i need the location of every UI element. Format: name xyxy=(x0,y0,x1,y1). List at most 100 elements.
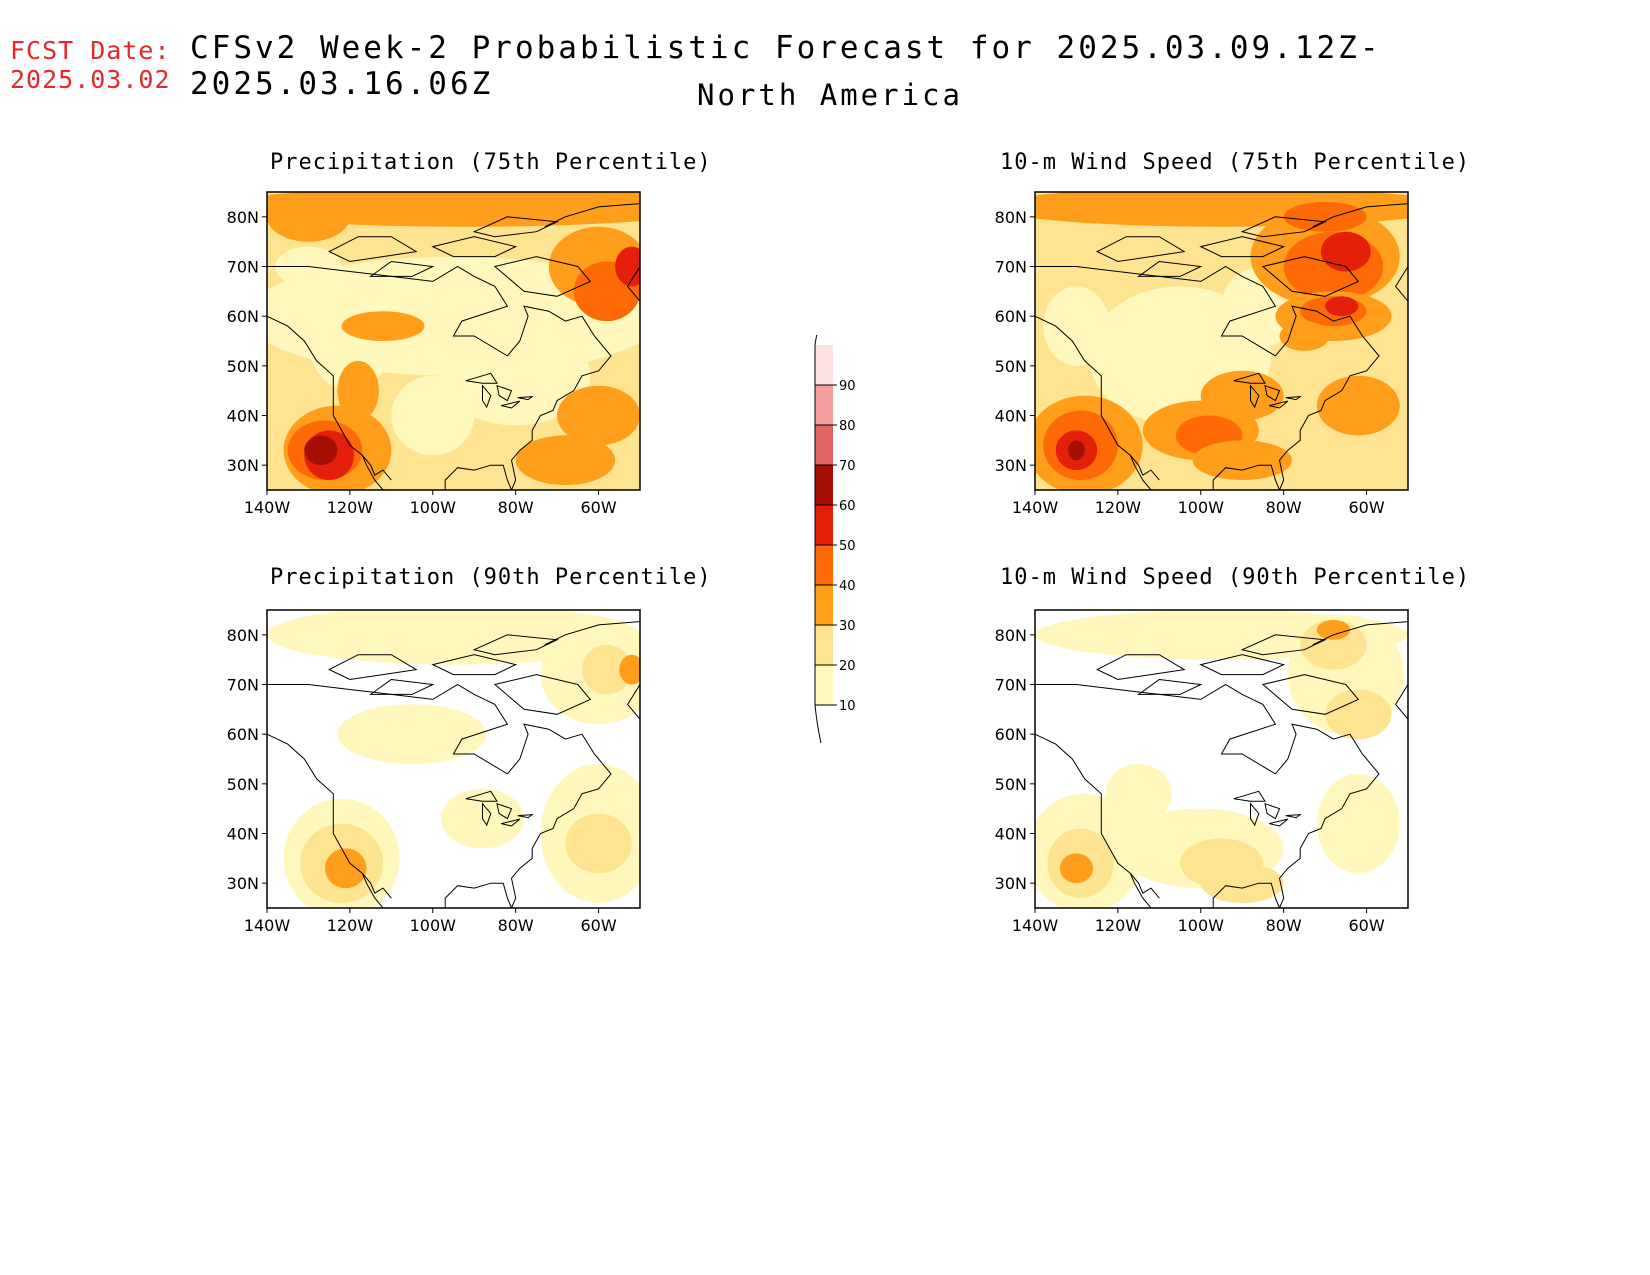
lat-tick-label: 80N xyxy=(995,208,1027,227)
probability-contour xyxy=(565,813,632,874)
coastline-west xyxy=(1035,733,1160,899)
probability-contour xyxy=(1320,231,1371,272)
colorbar-label: 80 xyxy=(839,419,856,434)
lat-tick-label: 50N xyxy=(227,357,259,376)
great-lake xyxy=(1233,790,1266,802)
probability-contour xyxy=(1068,440,1085,461)
colorbar-segment xyxy=(815,625,833,665)
colorbar-segment xyxy=(815,425,833,465)
lon-tick-label: 140W xyxy=(244,498,291,517)
panel-title-wind-90: 10-m Wind Speed (90th Percentile) xyxy=(1000,565,1471,590)
great-lake xyxy=(482,384,492,409)
lat-tick-label: 50N xyxy=(227,775,259,794)
lat-tick-label: 70N xyxy=(227,676,259,695)
page-title: CFSv2 Week-2 Probabilistic Forecast for … xyxy=(190,30,1382,102)
lat-tick-label: 70N xyxy=(995,258,1027,277)
great-lake xyxy=(496,802,513,820)
fcst-date: 2025.03.02 xyxy=(10,65,171,94)
arctic-island xyxy=(1199,654,1286,676)
arctic-island xyxy=(1137,260,1203,277)
great-lake xyxy=(482,802,492,827)
colorbar-upper-edge xyxy=(814,335,818,346)
lat-tick-label: 70N xyxy=(995,676,1027,695)
great-lake xyxy=(1233,372,1266,384)
arctic-island xyxy=(493,256,592,297)
coastline-west xyxy=(1035,315,1160,481)
great-lake xyxy=(501,400,521,409)
lon-tick-label: 140W xyxy=(1012,916,1059,935)
lon-tick-label: 120W xyxy=(1095,498,1142,517)
lon-tick-label: 100W xyxy=(410,916,457,935)
panel-title-wind-75: 10-m Wind Speed (75th Percentile) xyxy=(1000,150,1471,175)
lon-tick-label: 100W xyxy=(410,498,457,517)
map-frame xyxy=(1034,609,1409,909)
lat-tick-label: 50N xyxy=(995,775,1027,794)
lat-tick-label: 80N xyxy=(995,626,1027,645)
arctic-island xyxy=(472,634,559,656)
arctic-island xyxy=(328,236,418,263)
lat-tick-label: 80N xyxy=(227,208,259,227)
probability-contour xyxy=(391,375,475,456)
arctic-island xyxy=(431,654,518,676)
colorbar-label: 70 xyxy=(839,459,856,474)
lon-tick-label: 80W xyxy=(498,498,534,517)
lon-tick-label: 120W xyxy=(1095,916,1142,935)
contour-fill-layer xyxy=(267,192,640,490)
coastline-baja xyxy=(1129,873,1152,908)
region-subtitle: North America xyxy=(697,78,963,112)
arctic-island xyxy=(1137,678,1203,695)
lon-tick-label: 100W xyxy=(1178,498,1225,517)
coastline-layer xyxy=(1035,621,1408,908)
map-frame xyxy=(266,191,641,491)
lat-tick-label: 50N xyxy=(995,357,1027,376)
probability-contour xyxy=(267,192,640,227)
coastline-greenland xyxy=(544,621,640,721)
colorbar-label: 20 xyxy=(839,659,856,674)
coastline-layer xyxy=(267,203,640,490)
colorbar-segment xyxy=(815,345,833,385)
lon-tick-label: 120W xyxy=(327,498,374,517)
great-lake xyxy=(1264,802,1281,820)
probability-contour xyxy=(1325,689,1392,740)
arctic-island xyxy=(1240,634,1327,656)
arctic-island xyxy=(1261,674,1360,715)
lat-tick-label: 30N xyxy=(995,874,1027,893)
coastline-baja xyxy=(361,455,384,490)
map-frame xyxy=(1034,191,1409,491)
lon-tick-label: 80W xyxy=(1266,498,1302,517)
great-lake xyxy=(517,813,534,819)
great-lake xyxy=(501,818,521,827)
arctic-island xyxy=(369,678,435,695)
probability-contour xyxy=(304,435,338,466)
probability-contour xyxy=(267,192,350,242)
contour-fill-layer xyxy=(267,610,640,908)
colorbar-segment xyxy=(815,505,833,545)
probability-contour xyxy=(441,326,591,426)
lon-tick-label: 60W xyxy=(580,498,616,517)
lon-tick-label: 100W xyxy=(1178,916,1225,935)
lat-tick-label: 60N xyxy=(995,725,1027,744)
coastline-baja xyxy=(1129,455,1152,490)
coastline xyxy=(267,683,612,908)
colorbar-label: 50 xyxy=(839,539,856,554)
probability-contour xyxy=(1200,863,1284,904)
lat-tick-label: 60N xyxy=(227,307,259,326)
coastline xyxy=(267,265,612,490)
colorbar-segment xyxy=(815,465,833,505)
probability-contour xyxy=(1316,619,1350,640)
lat-tick-label: 30N xyxy=(227,874,259,893)
probability-contour xyxy=(557,385,640,446)
contour-fill-layer xyxy=(1035,610,1408,908)
coastline-layer xyxy=(267,621,640,908)
lat-tick-label: 60N xyxy=(227,725,259,744)
probability-contour xyxy=(341,311,425,341)
map-precip-75: 30N 40N 50N 60N 70N 80N 140W 120W 100W 80W 60W xyxy=(227,191,641,517)
great-lake xyxy=(1285,395,1302,401)
arctic-island xyxy=(1096,654,1186,681)
great-lake xyxy=(465,790,498,802)
probability-contour xyxy=(515,435,616,486)
lat-tick-label: 30N xyxy=(995,456,1027,475)
great-lake xyxy=(1264,384,1281,402)
lat-tick-label: 40N xyxy=(995,825,1027,844)
great-lake xyxy=(1250,384,1260,409)
